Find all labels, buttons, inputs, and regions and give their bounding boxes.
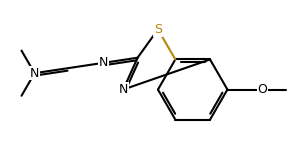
Text: N: N <box>119 83 128 96</box>
Text: S: S <box>154 23 162 36</box>
Text: O: O <box>257 83 267 96</box>
Text: N: N <box>99 56 108 69</box>
Text: N: N <box>30 67 39 80</box>
